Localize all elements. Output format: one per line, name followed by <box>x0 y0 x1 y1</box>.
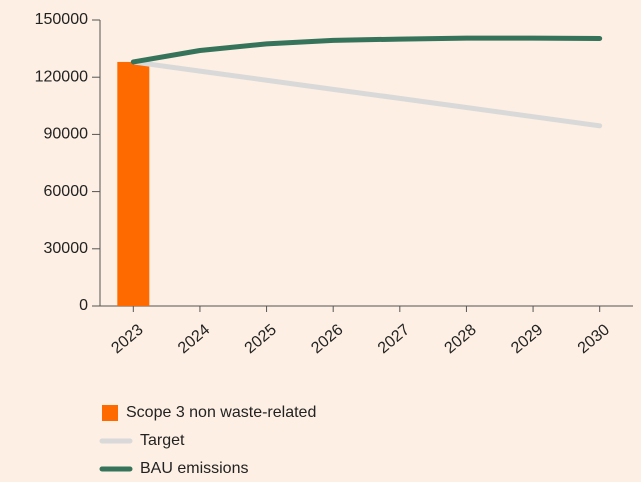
x-tick-label: 2030 <box>575 321 613 357</box>
y-tick-label: 30000 <box>44 240 89 257</box>
y-tick-label: 0 <box>79 297 88 314</box>
y-tick-label: 90000 <box>44 126 89 143</box>
y-tick-label: 60000 <box>44 183 89 200</box>
x-tick-label: 2028 <box>442 321 480 357</box>
x-tick-label: 2026 <box>308 321 346 357</box>
x-tick-label: 2024 <box>175 321 213 357</box>
legend-label: BAU emissions <box>140 460 248 477</box>
legend-label: Scope 3 non waste-related <box>126 404 316 421</box>
y-tick-label: 120000 <box>35 68 88 85</box>
x-tick-label: 2025 <box>242 321 280 357</box>
x-tick-label: 2023 <box>108 321 146 357</box>
y-tick-label: 150000 <box>35 11 88 28</box>
x-tick-label: 2029 <box>508 321 546 357</box>
x-tick-label: 2027 <box>375 321 413 357</box>
legend-label: Target <box>140 432 185 449</box>
line <box>130 35 603 65</box>
legend-swatch <box>102 405 118 421</box>
bar <box>117 61 150 306</box>
line <box>130 59 603 129</box>
